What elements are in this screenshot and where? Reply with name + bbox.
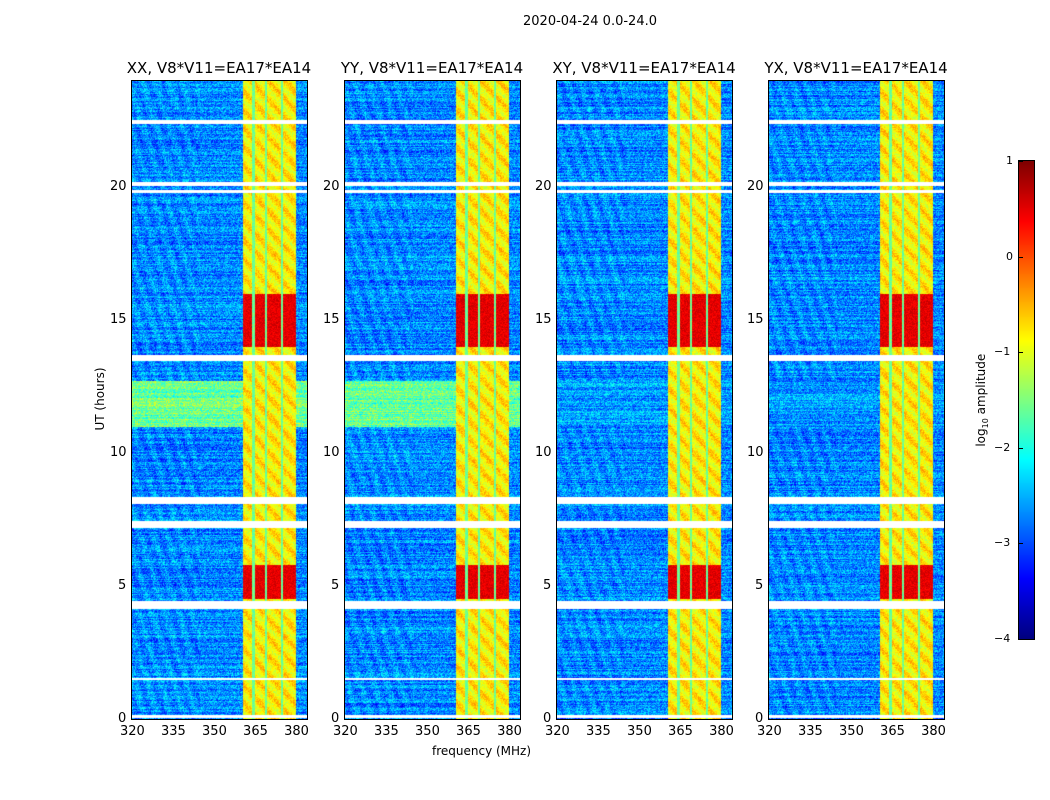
x-tick-label: 335 [586, 724, 611, 739]
x-tick-label: 320 [333, 724, 358, 739]
x-axis-label: frequency (MHz) [432, 744, 532, 758]
x-tick-label: 350 [202, 724, 227, 739]
y-tick-label: 20 [110, 179, 127, 195]
x-tick-label: 365 [880, 724, 905, 739]
heatmap-panel-1 [344, 80, 521, 720]
x-tick-label: 320 [545, 724, 570, 739]
colorbar-tick-label: −2 [994, 440, 1011, 454]
heatmap-panel-0 [131, 80, 308, 720]
x-tick-label: 380 [497, 724, 522, 739]
y-tick-label: 0 [331, 711, 340, 726]
colorbar-tick-mark [1019, 161, 1023, 162]
x-tick-label: 335 [374, 724, 399, 739]
panel-title-3: YX, V8*V11=EA17*EA14 [764, 59, 948, 77]
x-tick-label: 350 [415, 724, 440, 739]
colorbar-tick-label: 1 [1006, 154, 1013, 167]
y-tick-label: 5 [543, 578, 552, 594]
colorbar-tick-label: −3 [994, 536, 1011, 550]
y-tick-label: 5 [118, 578, 127, 594]
y-tick-label: 5 [755, 578, 764, 594]
colorbar-tick-mark [1019, 543, 1023, 545]
y-tick-label: 15 [535, 312, 552, 328]
y-tick-label: 15 [110, 312, 127, 328]
x-tick-label: 380 [921, 724, 946, 739]
x-tick-label: 320 [757, 724, 782, 739]
colorbar-tick-label: −1 [994, 345, 1011, 359]
y-tick-label: 15 [747, 312, 764, 328]
colorbar-tick-label: −4 [994, 632, 1011, 645]
colorbar-tick-mark [1019, 256, 1023, 258]
x-tick-label: 365 [456, 724, 481, 739]
colorbar-tick-mark [1019, 447, 1023, 449]
x-tick-label: 380 [284, 724, 309, 739]
panel-title-0: XX, V8*V11=EA17*EA14 [126, 59, 312, 77]
x-tick-label: 350 [627, 724, 652, 739]
y-tick-label: 10 [535, 445, 552, 461]
heatmap-image [769, 81, 944, 719]
colorbar-tick-mark [1019, 352, 1023, 354]
y-tick-label: 10 [110, 445, 127, 461]
heatmap-image [557, 81, 732, 719]
y-tick-label: 20 [323, 179, 340, 195]
x-tick-label: 365 [668, 724, 693, 739]
panel-title-1: YY, V8*V11=EA17*EA14 [340, 59, 524, 77]
y-tick-label: 20 [535, 179, 552, 195]
y-tick-label: 5 [331, 578, 340, 594]
y-tick-label: 20 [747, 179, 764, 195]
colorbar-tick-mark [1019, 639, 1023, 640]
colorbar [1018, 160, 1035, 640]
figure-title: 2020-04-24 0.0-24.0 [523, 14, 657, 29]
y-axis-label: UT (hours) [93, 367, 107, 431]
x-tick-label: 320 [120, 724, 145, 739]
x-tick-label: 335 [798, 724, 823, 739]
x-tick-label: 365 [243, 724, 268, 739]
y-tick-label: 10 [323, 445, 340, 461]
colorbar-tick-label: 0 [1006, 249, 1013, 263]
y-tick-label: 15 [323, 312, 340, 328]
colorbar-label: log10 amplitude [973, 353, 991, 447]
x-tick-label: 335 [161, 724, 186, 739]
panel-title-2: XY, V8*V11=EA17*EA14 [552, 59, 736, 77]
y-tick-label: 0 [118, 711, 127, 726]
x-tick-label: 380 [709, 724, 734, 739]
y-tick-label: 0 [755, 711, 764, 726]
y-tick-label: 10 [747, 445, 764, 461]
heatmap-image [345, 81, 520, 719]
x-tick-label: 350 [839, 724, 864, 739]
y-tick-label: 0 [543, 711, 552, 726]
heatmap-image [132, 81, 307, 719]
heatmap-panel-2 [556, 80, 733, 720]
heatmap-panel-3 [768, 80, 945, 720]
